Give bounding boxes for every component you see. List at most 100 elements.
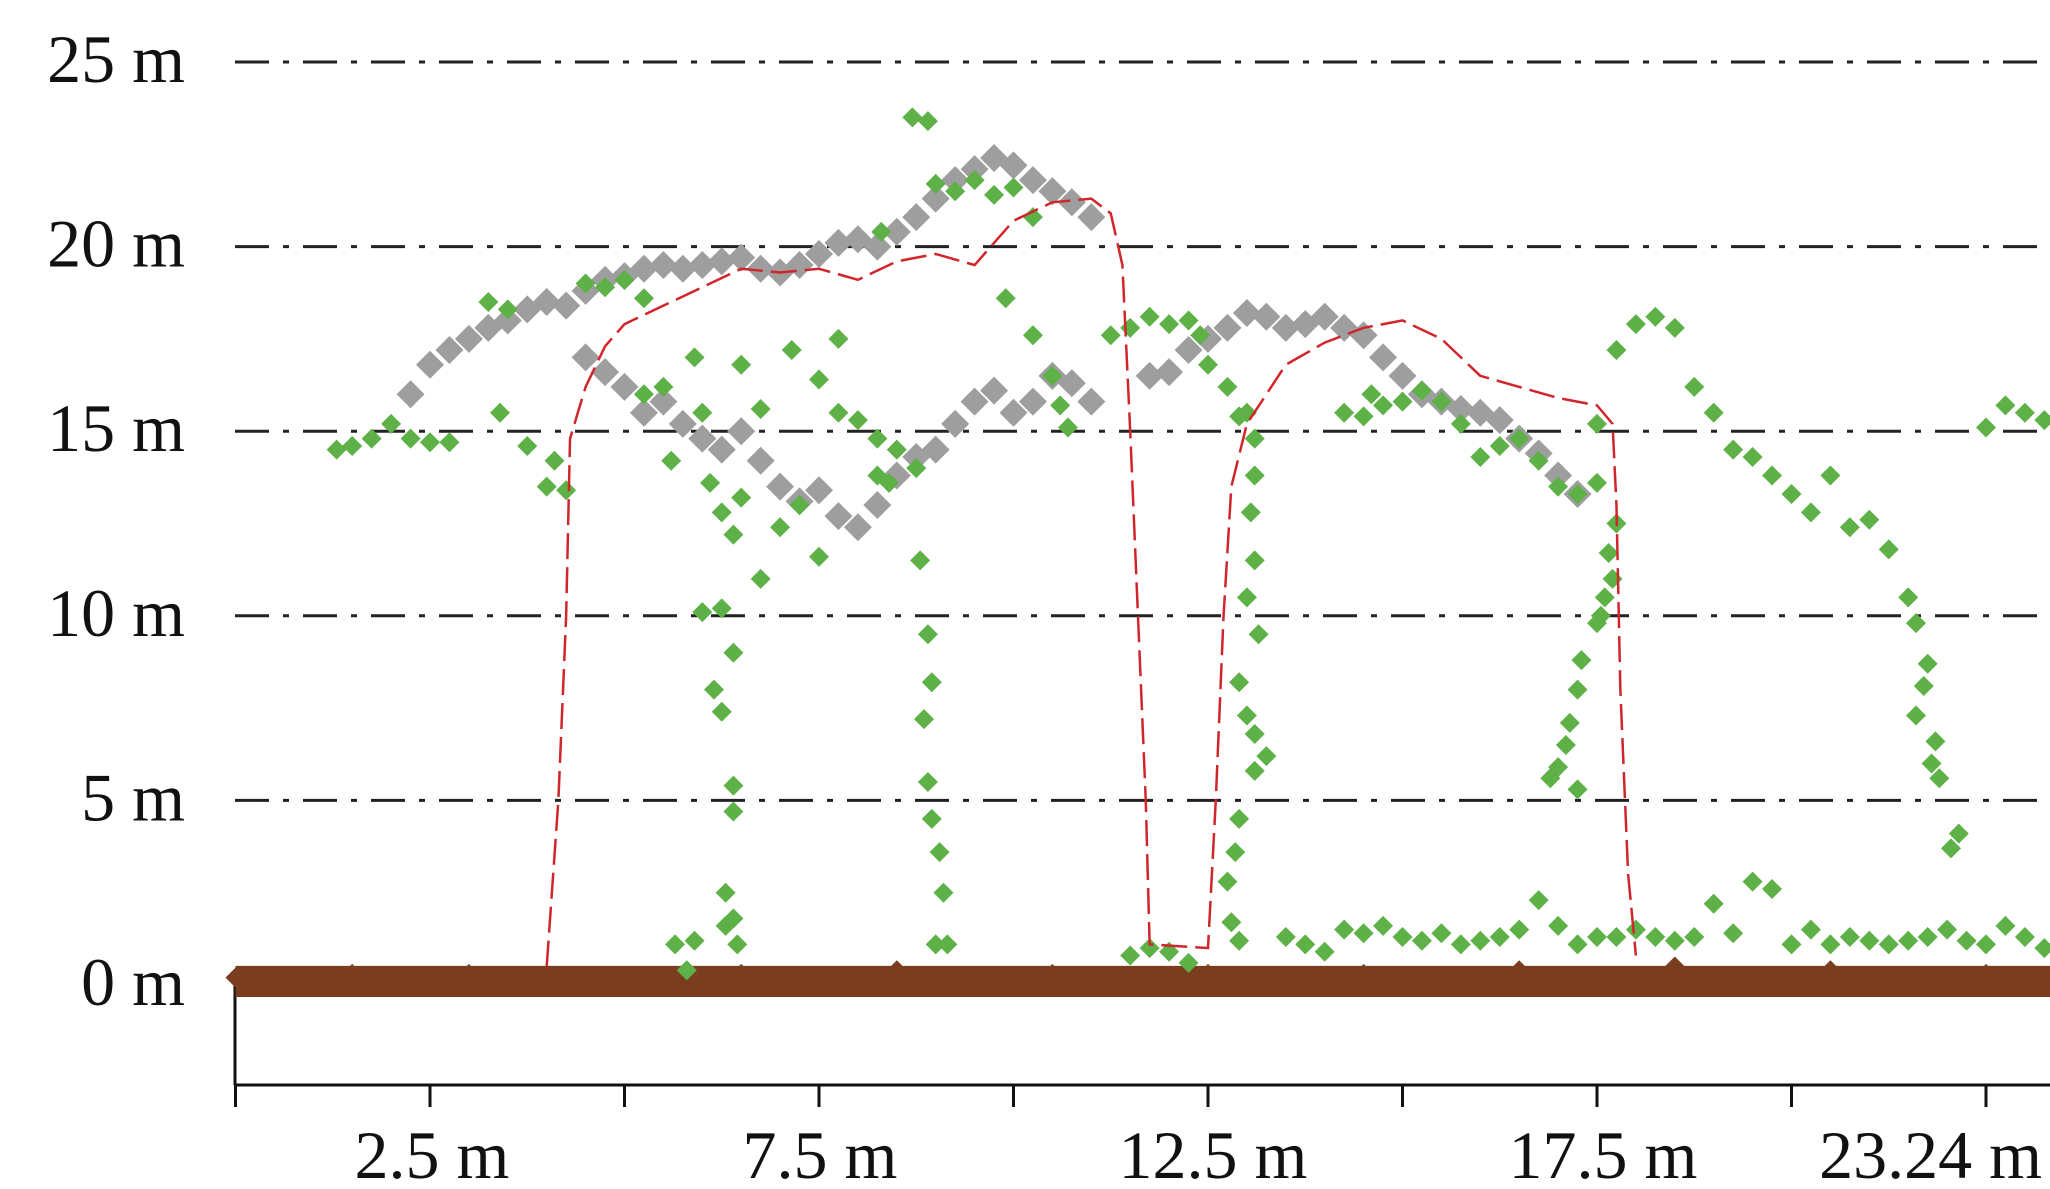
canopy-point: [805, 239, 833, 268]
vegetation-point: [1248, 624, 1269, 645]
ground-band: [235, 965, 2050, 997]
canopy-point: [649, 387, 678, 416]
vegetation-point: [575, 273, 596, 294]
vegetation-point: [1995, 915, 2016, 936]
y-tick-labels: 0 m 5 m 10 m 15 m 20 m 25 m: [47, 21, 185, 1020]
canopy-point: [902, 203, 931, 232]
y-tick-label: 20 m: [47, 206, 185, 282]
vegetation-point: [1229, 808, 1250, 829]
canopy-point: [863, 232, 892, 261]
vegetation-point: [1781, 934, 1802, 955]
ground-point: [731, 963, 752, 984]
vegetation-point: [1723, 923, 1744, 944]
vegetation-point: [1625, 919, 1646, 940]
vegetation-point: [1236, 705, 1257, 726]
vegetation-point: [1839, 517, 1860, 538]
ground-point: [1042, 963, 1063, 984]
vegetation-point: [711, 502, 732, 523]
ground-point: [1509, 960, 1530, 981]
vegetation-point: [595, 277, 616, 298]
vegetation-point: [1703, 402, 1724, 423]
vegetation-point: [1937, 919, 1958, 940]
vegetation-point: [723, 801, 744, 822]
vegetation-point: [929, 842, 950, 863]
vegetation-point: [711, 701, 732, 722]
ground-point: [575, 967, 596, 988]
canopy-point: [1038, 177, 1067, 206]
canopy-point: [668, 409, 697, 438]
vegetation-point: [1956, 930, 1977, 951]
vegetation-point: [1703, 893, 1724, 914]
vegetation-point: [1470, 447, 1491, 468]
vegetation-point: [478, 291, 499, 312]
vegetation-point: [1528, 890, 1549, 911]
x-tick-label: 23.24 m: [1819, 1117, 2042, 1189]
vegetation-point: [750, 399, 771, 420]
canopy-point: [1213, 313, 1242, 342]
canopy-point: [1174, 335, 1203, 364]
vegetation-point: [1625, 314, 1646, 335]
vegetation-point: [614, 269, 635, 290]
vegetation-point: [1217, 871, 1238, 892]
canopy-point: [863, 491, 892, 520]
vegetation-point: [1723, 439, 1744, 460]
vegetation-point: [715, 882, 736, 903]
vegetation-point: [1373, 915, 1394, 936]
vegetation-point: [1684, 376, 1705, 397]
canopy-point: [921, 184, 950, 213]
vegetation-point: [1022, 207, 1043, 228]
vegetation-point: [692, 602, 713, 623]
vegetation-point: [1229, 672, 1250, 693]
y-tick-label: 10 m: [47, 575, 185, 651]
vegetation-point: [420, 432, 440, 453]
vegetation-point: [1976, 417, 1996, 438]
vegetation-point: [1411, 380, 1432, 401]
canopy-point: [454, 324, 483, 353]
vegetation-point: [1645, 306, 1666, 327]
vegetation-point: [326, 439, 347, 460]
vegetation-point: [692, 402, 713, 423]
vegetation-point: [1431, 391, 1452, 412]
vegetation-point: [1762, 465, 1783, 486]
vegetation-point: [828, 402, 849, 423]
vegetation-point: [1567, 934, 1588, 955]
vegetation-point: [1606, 339, 1627, 360]
vegetation-point: [1217, 376, 1238, 397]
vegetation-point: [1240, 502, 1261, 523]
vegetation-point: [723, 908, 744, 929]
canopy-point: [649, 251, 678, 280]
canopy-point: [941, 166, 970, 195]
vegetation-point: [906, 458, 927, 479]
vegetation-point: [711, 598, 732, 619]
canopy-point: [746, 254, 775, 283]
vegetation-point: [1929, 768, 1950, 789]
vegetation-point: [1528, 450, 1549, 471]
vegetation-point: [1139, 938, 1160, 959]
x-tick-labels: 2.5 m 7.5 m 12.5 m 17.5 m 23.24 m: [355, 1117, 2042, 1189]
vegetation-point: [925, 934, 946, 955]
vegetation-point: [902, 107, 923, 128]
canopy-point: [532, 287, 561, 316]
vegetation-point: [1373, 395, 1394, 416]
vegetation-point: [917, 111, 938, 132]
y-tick-label: 0 m: [81, 944, 185, 1020]
vegetation-point: [381, 413, 402, 434]
vegetation-point: [633, 384, 654, 405]
vegetation-point: [1178, 952, 1199, 973]
vegetation-point: [1917, 927, 1938, 948]
ground-point: [225, 967, 246, 988]
canopy-point: [960, 155, 989, 184]
vegetation-point: [1559, 712, 1580, 733]
vegetation-point: [400, 428, 421, 449]
vegetation-point: [847, 410, 868, 431]
canopy-point: [1057, 188, 1086, 217]
vegetation-point: [1275, 927, 1296, 948]
vegetation-point: [361, 428, 382, 449]
x-tick-label: 7.5 m: [743, 1117, 898, 1189]
vegetation-point: [1567, 679, 1588, 700]
vegetation-point: [1781, 483, 1802, 504]
canopy-point: [941, 409, 970, 438]
canopy-point: [1155, 358, 1184, 387]
vegetation-point: [2034, 938, 2050, 959]
vegetation-point: [1159, 314, 1180, 335]
